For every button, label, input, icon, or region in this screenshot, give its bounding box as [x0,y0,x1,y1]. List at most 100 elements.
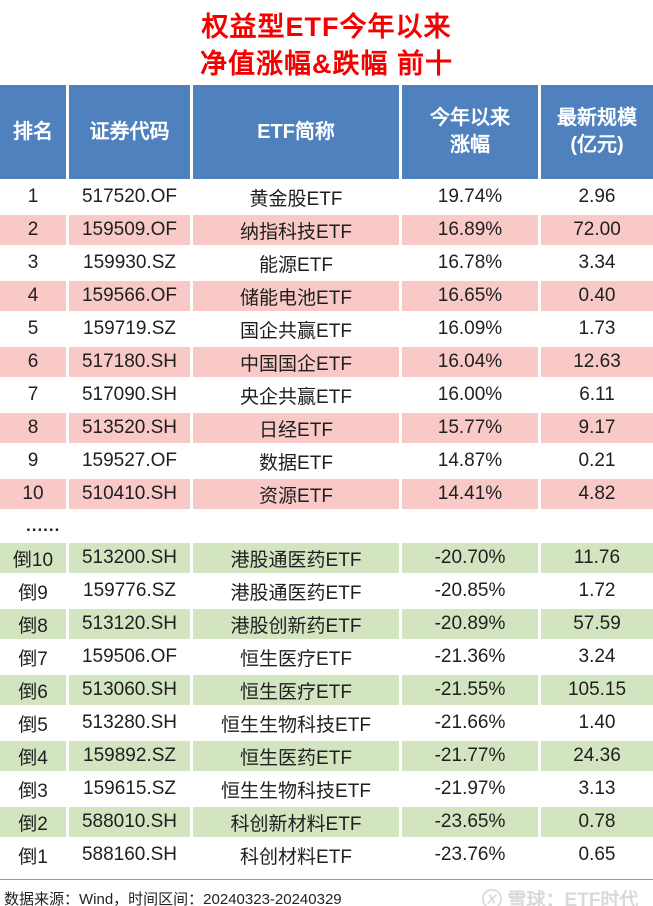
page-title-line1: 权益型ETF今年以来 [201,12,452,42]
bottom-row-cell-change: -21.77% [402,741,538,771]
top-row-cell-rank: 2 [0,215,66,245]
top-row-cell-code: 159566.OF [69,281,190,311]
top-row-cell-change: 16.78% [402,248,538,278]
bottom-row-cell-code: 159615.SZ [69,774,190,804]
top-row-cell-rank: 3 [0,248,66,278]
bottom-row-cell-name: 恒生生物科技ETF [193,774,399,804]
bottom-row-cell-rank: 倒1 [0,840,66,870]
top-row-cell-name: 纳指科技ETF [193,215,399,245]
top-row-cell-change: 19.74% [402,182,538,212]
bottom-row-cell-change: -21.97% [402,774,538,804]
top-row-cell-name: 央企共赢ETF [193,380,399,410]
top-row-cell-code: 159509.OF [69,215,190,245]
header-cell-name: ETF简称 [193,85,399,179]
bottom-row-cell-name: 科创材料ETF [193,840,399,870]
top-row-cell-size: 6.11 [541,380,653,410]
bottom-row-cell-name: 港股创新药ETF [193,609,399,639]
top-row-cell-rank: 7 [0,380,66,410]
top-row-cell-name: 储能电池ETF [193,281,399,311]
header-cell-size: 最新规模 (亿元) [541,85,653,179]
bottom-row-cell-rank: 倒8 [0,609,66,639]
top-row-cell-size: 4.82 [541,479,653,509]
header-cell-code: 证券代码 [69,85,190,179]
bottom-row-cell-size: 1.72 [541,576,653,606]
top-row-cell-name: 中国国企ETF [193,347,399,377]
bottom-row-cell-code: 159506.OF [69,642,190,672]
bottom-row-cell-rank: 倒2 [0,807,66,837]
bottom-row-cell-code: 513200.SH [69,543,190,573]
bottom-row-cell-name: 恒生生物科技ETF [193,708,399,738]
top-row-cell-code: 510410.SH [69,479,190,509]
page-title: 权益型ETF今年以来 净值涨幅&跌幅 前十 [0,0,653,85]
top-row-cell-size: 1.73 [541,314,653,344]
top-row-cell-rank: 8 [0,413,66,443]
top-row-cell-size: 0.21 [541,446,653,476]
bottom-row-cell-size: 57.59 [541,609,653,639]
bottom-row-cell-name: 恒生医疗ETF [193,642,399,672]
top-row-cell-code: 159719.SZ [69,314,190,344]
bottom-row-cell-change: -20.85% [402,576,538,606]
bottom-row-cell-change: -23.76% [402,840,538,870]
top-row-cell-change: 16.04% [402,347,538,377]
bottom-row-cell-size: 11.76 [541,543,653,573]
top-row-cell-rank: 5 [0,314,66,344]
bottom-row-cell-change: -21.66% [402,708,538,738]
top-row-cell-name: 能源ETF [193,248,399,278]
header-cell-change: 今年以来 涨幅 [402,85,538,179]
top-row-cell-code: 159930.SZ [69,248,190,278]
bottom-row-cell-name: 科创新材料ETF [193,807,399,837]
top-row-cell-size: 2.96 [541,182,653,212]
bottom-row-cell-code: 159892.SZ [69,741,190,771]
top-row-cell-name: 国企共赢ETF [193,314,399,344]
top-row-cell-change: 14.87% [402,446,538,476]
bottom-row-cell-change: -21.36% [402,642,538,672]
top-row-cell-change: 15.77% [402,413,538,443]
top-row-cell-change: 16.00% [402,380,538,410]
bottom-row-cell-change: -21.55% [402,675,538,705]
bottom-row-cell-name: 港股通医药ETF [193,543,399,573]
top-row-cell-rank: 10 [0,479,66,509]
top-row-cell-rank: 9 [0,446,66,476]
top-row-cell-name: 资源ETF [193,479,399,509]
bottom-row-cell-size: 24.36 [541,741,653,771]
bottom-row-cell-rank: 倒7 [0,642,66,672]
top-row-cell-name: 数据ETF [193,446,399,476]
data-source-note: 数据来源：Wind，时间区间：20240323-20240329 [4,891,342,906]
bottom-row-cell-size: 0.65 [541,840,653,870]
footer: 数据来源：Wind，时间区间：20240323-20240329 雪球：ETF时… [0,879,653,906]
bottom-row-cell-code: 513120.SH [69,609,190,639]
bottom-row-cell-change: -20.70% [402,543,538,573]
top-row-cell-size: 3.34 [541,248,653,278]
bottom-row-cell-code: 159776.SZ [69,576,190,606]
bottom-row-cell-change: -23.65% [402,807,538,837]
top-row-cell-size: 9.17 [541,413,653,443]
bottom-row-cell-change: -20.89% [402,609,538,639]
top-row-cell-rank: 6 [0,347,66,377]
bottom-row-cell-size: 105.15 [541,675,653,705]
bottom-row-cell-name: 港股通医药ETF [193,576,399,606]
bottom-row-cell-name: 恒生医药ETF [193,741,399,771]
etf-table: 排名 证券代码 ETF简称 今年以来 涨幅 最新规模 (亿元) 1 517520.OF 黄金股… [0,85,653,870]
separator-row: ...... [0,512,653,540]
bottom-row-cell-size: 1.40 [541,708,653,738]
bottom-row-cell-size: 3.24 [541,642,653,672]
top-row-cell-change: 16.65% [402,281,538,311]
bottom-row-cell-size: 3.13 [541,774,653,804]
page-title-line2: 净值涨幅&跌幅 前十 [200,49,453,79]
watermark-text: 雪球：ETF时代_ [507,890,649,906]
bottom-row-cell-rank: 倒4 [0,741,66,771]
bottom-row-cell-rank: 倒6 [0,675,66,705]
bottom-row-cell-rank: 倒5 [0,708,66,738]
top-row-cell-code: 517090.SH [69,380,190,410]
header-cell-rank: 排名 [0,85,66,179]
top-row-cell-code: 513520.SH [69,413,190,443]
bottom-row-cell-code: 513280.SH [69,708,190,738]
top-row-cell-size: 12.63 [541,347,653,377]
top-row-cell-rank: 4 [0,281,66,311]
xueqiu-logo-icon [481,888,503,906]
top-row-cell-name: 黄金股ETF [193,182,399,212]
bottom-row-cell-code: 588160.SH [69,840,190,870]
bottom-row-cell-code: 513060.SH [69,675,190,705]
top-row-cell-name: 日经ETF [193,413,399,443]
